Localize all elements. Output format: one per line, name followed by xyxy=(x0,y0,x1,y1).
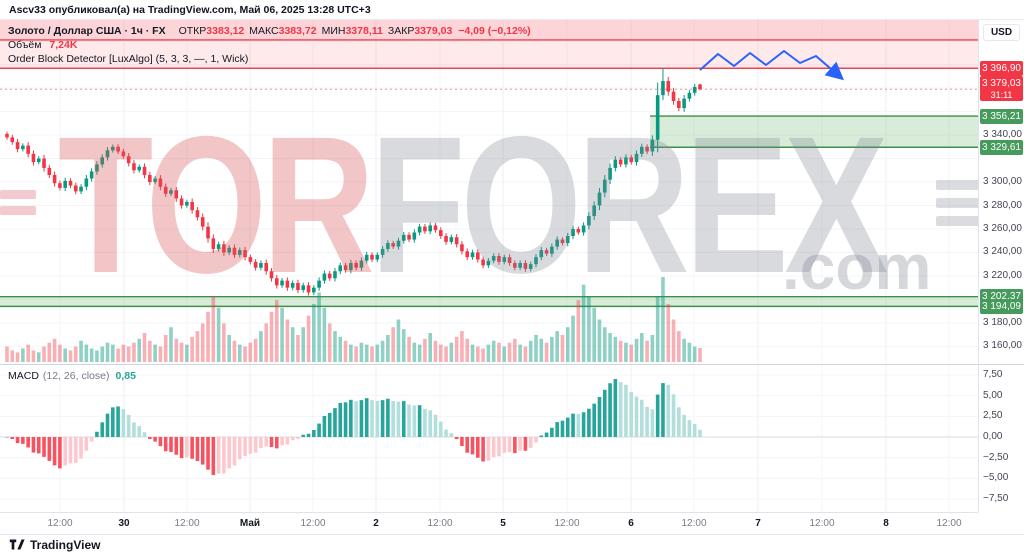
gridlines xyxy=(0,20,978,512)
time-label: 30 xyxy=(118,518,130,529)
macd-value: 0,85 xyxy=(115,370,136,382)
high-value: 3383,72 xyxy=(278,25,317,37)
time-label: Май xyxy=(239,518,261,529)
time-label: 8 xyxy=(883,518,889,529)
macd-tick-label: 0,00 xyxy=(983,431,1003,442)
price-tick-label: 3 300,00 xyxy=(983,176,1022,188)
footer-bar: TradingView xyxy=(0,534,1024,554)
time-label: 12:00 xyxy=(427,518,453,529)
price-badge: 3 379,03 31:11 xyxy=(980,76,1023,102)
tradingview-logo-icon[interactable] xyxy=(9,538,25,551)
time-label: 5 xyxy=(500,518,506,529)
time-label: 12:00 xyxy=(300,518,326,529)
chart-legend: Золото / Доллар США · 1ч · FX ОТКР3383,12… xyxy=(8,24,531,66)
price-tick-label: 3 240,00 xyxy=(983,246,1022,258)
macd-tick-label: 5,00 xyxy=(983,389,1003,401)
publish-header-text: Ascv33 опубликовал(а) на TradingView.com… xyxy=(9,4,371,16)
price-badge: 3 356,21 xyxy=(980,108,1023,124)
time-label: 6 xyxy=(628,518,634,529)
close-label: ЗАКР xyxy=(387,25,415,37)
price-tick-label: 3 180,00 xyxy=(983,316,1022,328)
price-tick-label: 3 260,00 xyxy=(983,222,1022,234)
macd-legend-row[interactable]: MACD (12, 26, close) 0,85 xyxy=(8,370,136,382)
tradingview-brand-text[interactable]: TradingView xyxy=(30,537,101,552)
macd-histogram xyxy=(5,379,702,476)
candles xyxy=(5,68,702,296)
indicator-legend-row[interactable]: Order Block Detector [LuxAlgo] (5, 3, 3,… xyxy=(8,53,249,65)
macd-tick-label: 2,50 xyxy=(983,410,1003,422)
symbol-legend-row[interactable]: Золото / Доллар США · 1ч · FX ОТКР3383,12… xyxy=(8,24,531,38)
macd-tick-label: −5,00 xyxy=(983,472,1009,484)
time-label: 7 xyxy=(755,518,761,529)
macd-tick-label: 7,50 xyxy=(983,368,1003,380)
projection-arrow-annotation[interactable] xyxy=(699,50,845,81)
time-label: 12:00 xyxy=(554,518,580,529)
change-value: −4,09 (−0,12%) xyxy=(458,25,531,37)
time-label: 12:00 xyxy=(936,518,962,529)
low-value: 3378,11 xyxy=(345,25,383,37)
symbol-title[interactable]: Золото / Доллар США · 1ч · FX xyxy=(8,25,166,37)
open-value: 3383,12 xyxy=(206,25,245,37)
time-label: 12:00 xyxy=(809,518,835,529)
price-tick-label: 3 220,00 xyxy=(983,269,1022,281)
price-badge: 3 396,90 xyxy=(980,60,1023,76)
chart-area[interactable]: TORFOREX .com Золото / Доллар США · 1ч ·… xyxy=(0,20,1014,512)
volume-label: Объём xyxy=(8,39,42,51)
time-label: 12:00 xyxy=(47,518,73,529)
time-label: 12:00 xyxy=(174,518,200,529)
macd-tick-label: −7,50 xyxy=(983,493,1009,505)
price-tick-label: 3 280,00 xyxy=(983,199,1022,211)
macd-tick-label: −2,50 xyxy=(983,451,1009,463)
time-label: 2 xyxy=(373,518,379,529)
volume-value: 7,24K xyxy=(49,39,78,51)
close-value: 3379,03 xyxy=(414,25,453,37)
price-badge: 3 329,61 xyxy=(980,139,1023,155)
price-badge: 3 194,09 xyxy=(980,298,1023,314)
open-label: ОТКР xyxy=(178,25,207,37)
macd-params: (12, 26, close) xyxy=(42,370,110,382)
macd-label: MACD xyxy=(8,370,39,382)
publish-header: Ascv33 опубликовал(а) на TradingView.com… xyxy=(0,0,1024,20)
low-label: МИН xyxy=(321,25,346,37)
time-axis[interactable]: 12:00 30 12:00 Май 12:00 2 12:00 5 12:00 6 12:00 7 1… xyxy=(0,512,978,534)
price-tick-label: 3 340,00 xyxy=(983,129,1022,141)
order-blocks xyxy=(0,20,978,308)
chart-canvas[interactable] xyxy=(0,20,978,512)
price-axis[interactable]: USD 3 340,00 3 300,00 3 280,00 3 260,00 3 24… xyxy=(978,20,1024,512)
currency-label[interactable]: USD xyxy=(983,24,1020,41)
volume-legend-row[interactable]: Объём 7,24K xyxy=(8,38,531,52)
price-tick-label: 3 160,00 xyxy=(983,340,1022,352)
high-label: МАКС xyxy=(249,25,279,37)
axis-pane-separator xyxy=(979,364,1024,365)
volume-bars xyxy=(5,277,702,362)
time-label: 12:00 xyxy=(681,518,707,529)
